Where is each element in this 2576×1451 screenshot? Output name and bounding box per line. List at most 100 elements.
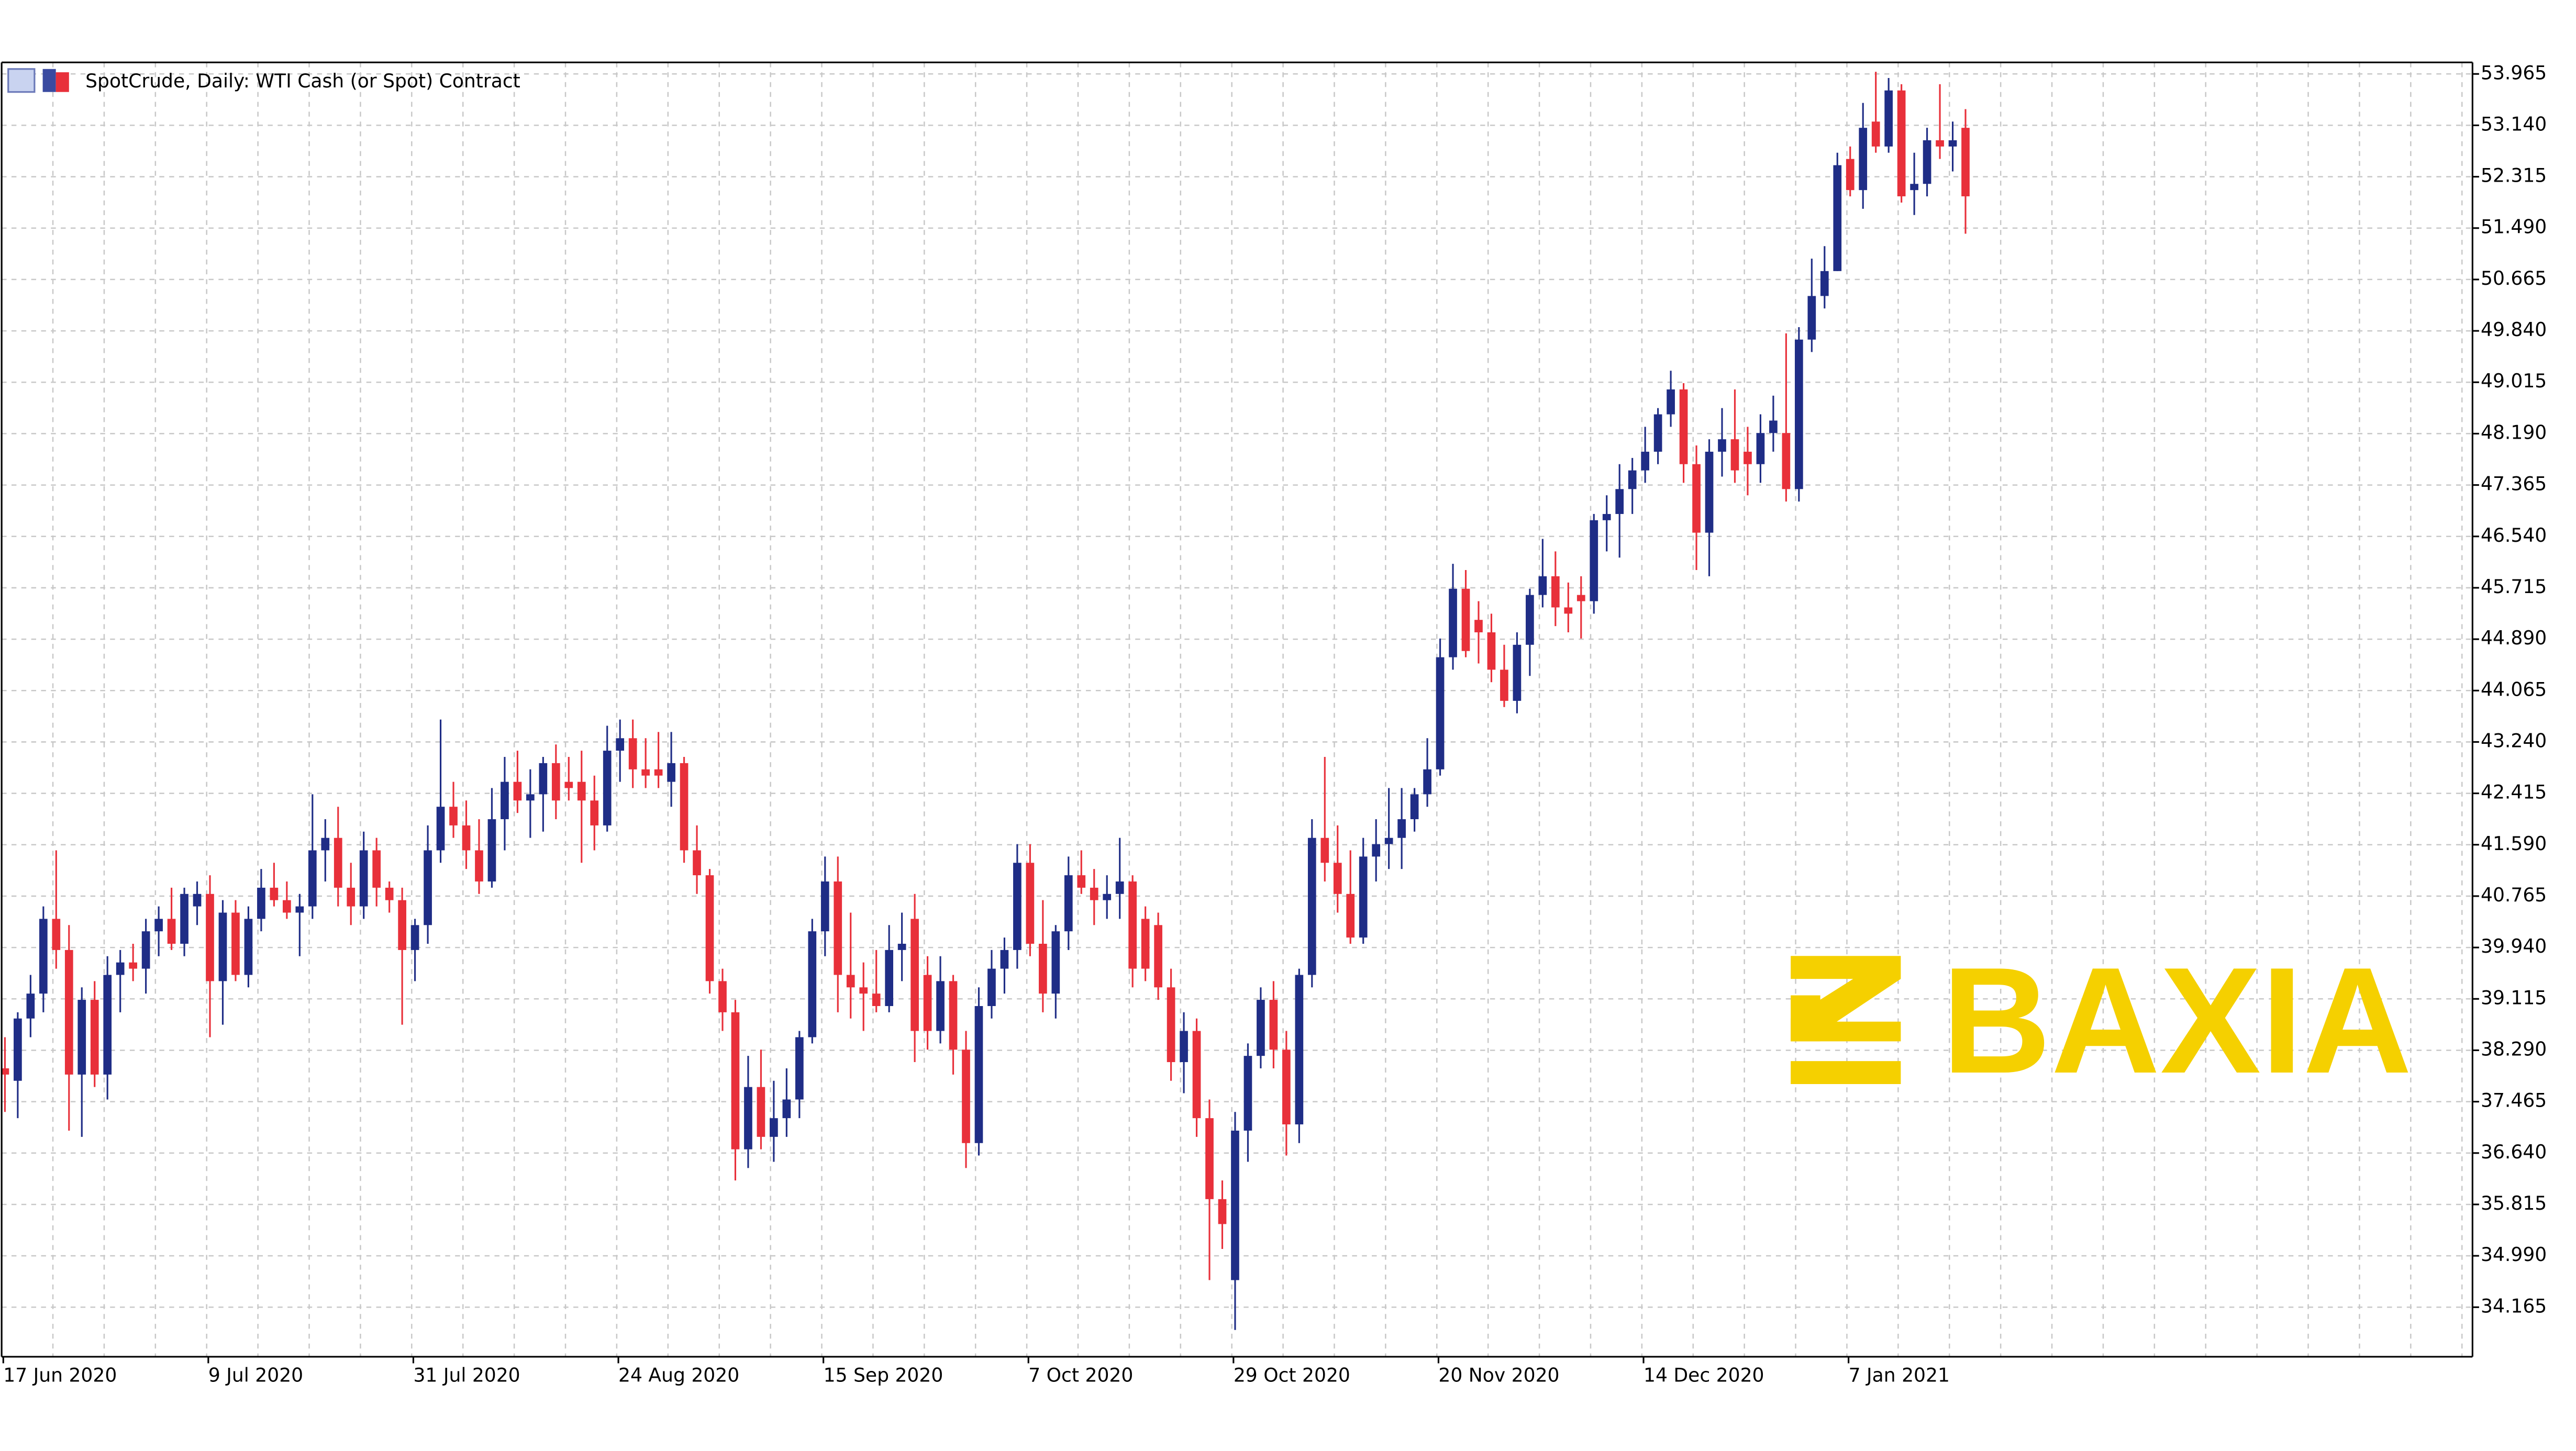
candle-body [1320, 838, 1329, 863]
candle-body [1487, 632, 1496, 670]
candle-body [1705, 451, 1714, 533]
candle-body [1500, 669, 1508, 701]
candle-body [231, 912, 240, 975]
candle-body [526, 794, 535, 801]
candle-body [308, 850, 317, 907]
candle-body [1846, 159, 1855, 191]
candle-body [1936, 140, 1944, 147]
candle-body [1449, 588, 1457, 657]
candle-body [1423, 769, 1431, 795]
candle-body [693, 850, 701, 876]
candle-body [347, 887, 356, 907]
x-tick-label: 9 Jul 2020 [208, 1365, 303, 1387]
candle-body [14, 1018, 22, 1081]
x-tick-label: 17 Jun 2020 [3, 1365, 117, 1387]
logo-icon-bottom [1791, 1061, 1901, 1084]
candle-body [462, 825, 471, 851]
y-tick-label: 52.315 [2481, 165, 2547, 187]
candle-body [1897, 90, 1906, 197]
candle-body [885, 950, 893, 1006]
x-tick-label: 29 Oct 2020 [1234, 1365, 1350, 1387]
candle-body [141, 931, 150, 969]
candle-body [1307, 838, 1316, 975]
y-tick-label: 46.540 [2481, 524, 2547, 546]
candle-body [1461, 588, 1470, 651]
y-tick-label: 34.990 [2481, 1244, 2547, 1266]
y-tick-label: 47.365 [2481, 473, 2547, 495]
x-tick-label: 7 Jan 2021 [1849, 1365, 1950, 1387]
candle-body [167, 919, 176, 944]
candle-body [539, 763, 548, 795]
candle-body [1282, 1050, 1291, 1125]
chart-title: SpotCrude, Daily: WTI Cash (or Spot) Con… [85, 70, 520, 92]
candle-body [1269, 1000, 1278, 1050]
candle-body [398, 900, 406, 950]
y-tick-label: 41.590 [2481, 833, 2547, 855]
candle-body [1474, 620, 1483, 633]
candle-body [872, 994, 881, 1006]
candle-body [1051, 931, 1060, 994]
candle-body [1820, 271, 1829, 296]
candle-body [52, 919, 61, 950]
candle-body [1948, 140, 1957, 147]
candle-body [501, 782, 509, 819]
candle-body [1667, 389, 1675, 415]
y-tick-label: 44.065 [2481, 678, 2547, 700]
candle-body [321, 838, 330, 851]
candle-body [782, 1099, 791, 1119]
candle-body [1257, 1000, 1265, 1056]
candle-body [1359, 856, 1368, 938]
candle-body [39, 919, 48, 994]
chart-icon [55, 72, 69, 92]
candle-body [257, 887, 265, 919]
candle-body [1000, 950, 1009, 969]
logo-icon-side [1791, 995, 1820, 1042]
candle-body [757, 1087, 765, 1137]
x-tick-label: 24 Aug 2020 [618, 1365, 739, 1387]
x-tick-label: 31 Jul 2020 [413, 1365, 520, 1387]
candle-body [705, 875, 714, 981]
candle-body [577, 782, 586, 801]
candle-body [1064, 875, 1073, 932]
candle-body [1692, 464, 1701, 533]
y-tick-label: 39.940 [2481, 935, 2547, 957]
candle-body [372, 850, 381, 888]
candle-body [770, 1118, 778, 1137]
candles [1, 72, 1970, 1330]
candle-body [1551, 576, 1560, 608]
candle-body [962, 1050, 970, 1143]
candle-body [1039, 943, 1047, 994]
candle-body [90, 1000, 99, 1075]
candle-body [1602, 514, 1611, 520]
y-tick-label: 40.765 [2481, 884, 2547, 906]
candle-body [654, 769, 663, 776]
candle-body [616, 738, 625, 751]
candle-body [1756, 433, 1765, 464]
candle-body [1333, 863, 1342, 894]
candle-body [1782, 433, 1791, 489]
candle-body [744, 1087, 752, 1149]
candle-body [1730, 439, 1739, 471]
y-tick-label: 35.815 [2481, 1192, 2547, 1214]
candle-body [1744, 451, 1752, 464]
candle-body [680, 763, 689, 851]
candle-body [1526, 595, 1534, 645]
candle-body [1218, 1199, 1227, 1224]
y-tick-label: 49.015 [2481, 370, 2547, 392]
candle-body [1, 1068, 9, 1075]
candle-body [295, 906, 304, 913]
candle-body [513, 782, 522, 801]
candle-body [1154, 925, 1162, 988]
candle-body [1718, 439, 1726, 452]
candle-body [410, 925, 419, 950]
candle-body [1884, 90, 1893, 147]
y-tick-label: 45.715 [2481, 576, 2547, 598]
candle-body [1653, 414, 1662, 452]
candle-body [936, 981, 945, 1031]
candle-body [475, 850, 483, 881]
candle-body [1833, 165, 1842, 271]
candle-body [603, 751, 612, 825]
candle-body [795, 1037, 804, 1100]
